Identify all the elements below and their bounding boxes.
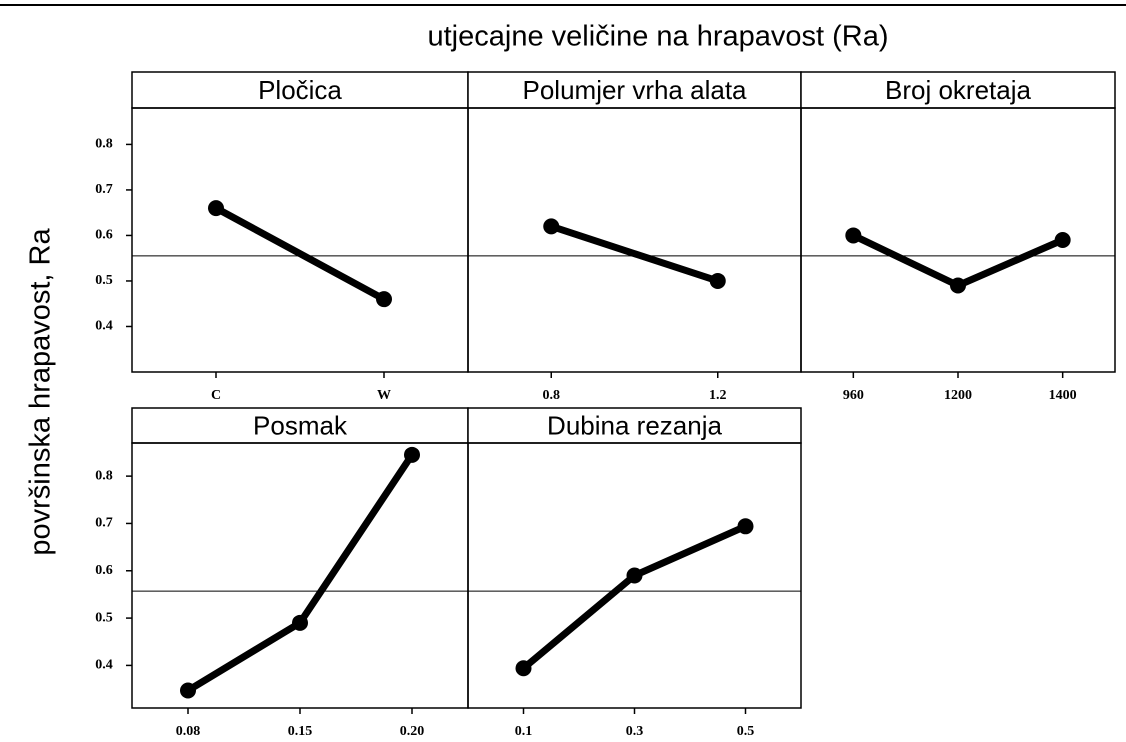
x-tick-label: 1.2 — [709, 388, 727, 403]
x-tick-label: 0.20 — [400, 724, 425, 739]
effect-line — [521, 523, 747, 671]
panel-title: Posmak — [253, 410, 348, 440]
point — [737, 518, 754, 535]
point — [376, 291, 392, 308]
y-tick-label: 0.5 — [95, 273, 113, 288]
x-tick-label: 0.08 — [176, 724, 201, 739]
y-tick-label: 0.4 — [95, 658, 113, 673]
chart-title: utjecajne veličine na hrapavost (Ra) — [427, 21, 888, 53]
y-tick-label: 0.6 — [95, 563, 113, 578]
point — [543, 218, 560, 235]
y-tick-label: 0.7 — [95, 182, 113, 197]
point — [1054, 232, 1071, 248]
y-tick-label: 0.4 — [95, 319, 113, 334]
point — [950, 277, 966, 294]
point — [845, 227, 862, 244]
x-tick-label: C — [211, 388, 221, 403]
x-tick-label: 0.15 — [288, 724, 313, 739]
point — [404, 446, 420, 463]
y-tick-label: 0.8 — [95, 137, 113, 152]
point — [208, 200, 224, 217]
y-axis-label: površinska hrapavost, Ra — [25, 228, 57, 556]
point — [292, 614, 308, 631]
x-tick-label: 0.3 — [626, 724, 644, 739]
y-tick-label: 0.6 — [95, 228, 113, 243]
panel-frame — [131, 107, 469, 373]
panel-title: Broj okretaja — [885, 75, 1031, 105]
x-tick-label: W — [377, 388, 391, 403]
panel-title: Pločica — [258, 75, 342, 105]
effect-line — [186, 452, 415, 694]
point — [626, 567, 643, 584]
panel-frame — [131, 442, 469, 709]
effect-line — [550, 223, 719, 285]
panel-title: Polumjer vrha alata — [523, 75, 748, 105]
y-tick-label: 0.7 — [95, 516, 113, 531]
x-tick-label: 1400 — [1049, 388, 1077, 403]
panel-title: Dubina rezanja — [547, 410, 722, 440]
x-tick-label: 0.5 — [737, 724, 755, 739]
y-tick-label: 0.8 — [95, 468, 113, 483]
point — [180, 682, 196, 699]
x-tick-label: 960 — [843, 388, 864, 403]
x-tick-label: 0.1 — [515, 724, 533, 739]
panel-header — [467, 407, 802, 444]
panel-frame — [467, 107, 802, 373]
x-tick-label: 1200 — [944, 388, 972, 403]
point — [515, 660, 532, 677]
point — [709, 272, 726, 289]
x-tick-label: 0.8 — [543, 388, 561, 403]
effect-line — [214, 205, 386, 303]
y-tick-label: 0.5 — [95, 610, 113, 625]
